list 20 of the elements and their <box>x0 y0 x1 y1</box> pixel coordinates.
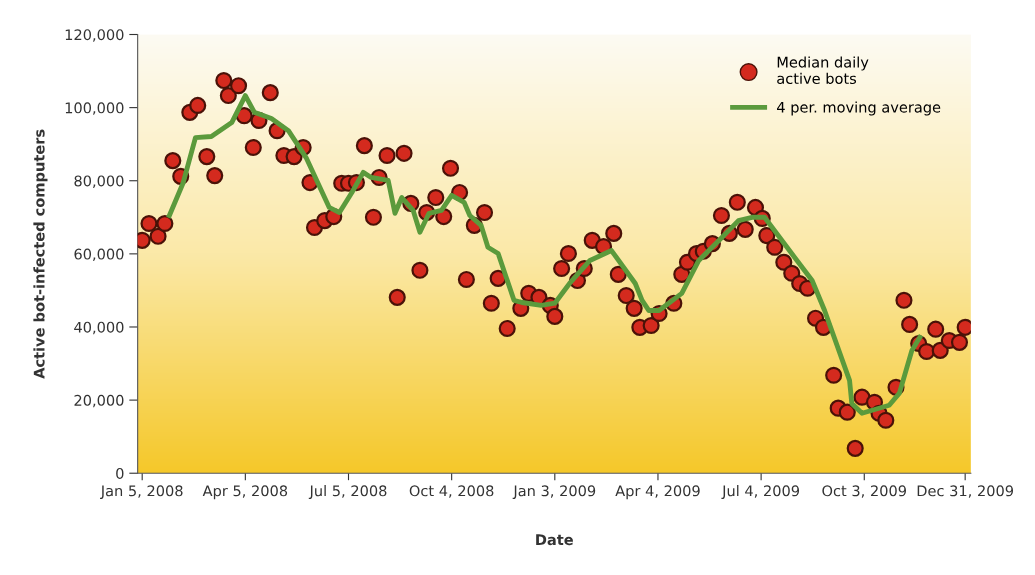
y-tick-label: 100,000 <box>65 102 124 115</box>
x-tick-label: Apr 4, 2009 <box>615 485 700 500</box>
x-tick-label: Jul 4, 2009 <box>721 485 800 500</box>
legend-label: 4 per. moving average <box>777 101 941 116</box>
legend-label: Median daily active bots <box>777 56 869 85</box>
x-tick-label: Oct 3, 2009 <box>822 485 907 498</box>
x-tick-label: Jan 3, 2009 <box>512 485 596 500</box>
y-tick-label: 120,000 <box>65 29 124 42</box>
x-tick-label: Oct 4, 2008 <box>409 485 494 498</box>
x-tick-label: Apr 5, 2008 <box>202 485 288 500</box>
x-tick-label: Dec 31, 2009 <box>917 485 1014 498</box>
y-tick-label: 40,000 <box>74 321 124 335</box>
x-tick-label: Jul 5, 2008 <box>308 485 387 500</box>
y-tick-label: 60,000 <box>74 248 124 262</box>
x-tick-label: Jan 5, 2008 <box>100 485 183 500</box>
y-tick-label: 80,000 <box>74 175 124 188</box>
y-axis-title: Active bot-infected computers <box>33 129 48 379</box>
y-tick-label: 20,000 <box>74 394 124 408</box>
x-axis-title: Date <box>536 534 573 546</box>
y-tick-label: 0 <box>116 467 124 479</box>
